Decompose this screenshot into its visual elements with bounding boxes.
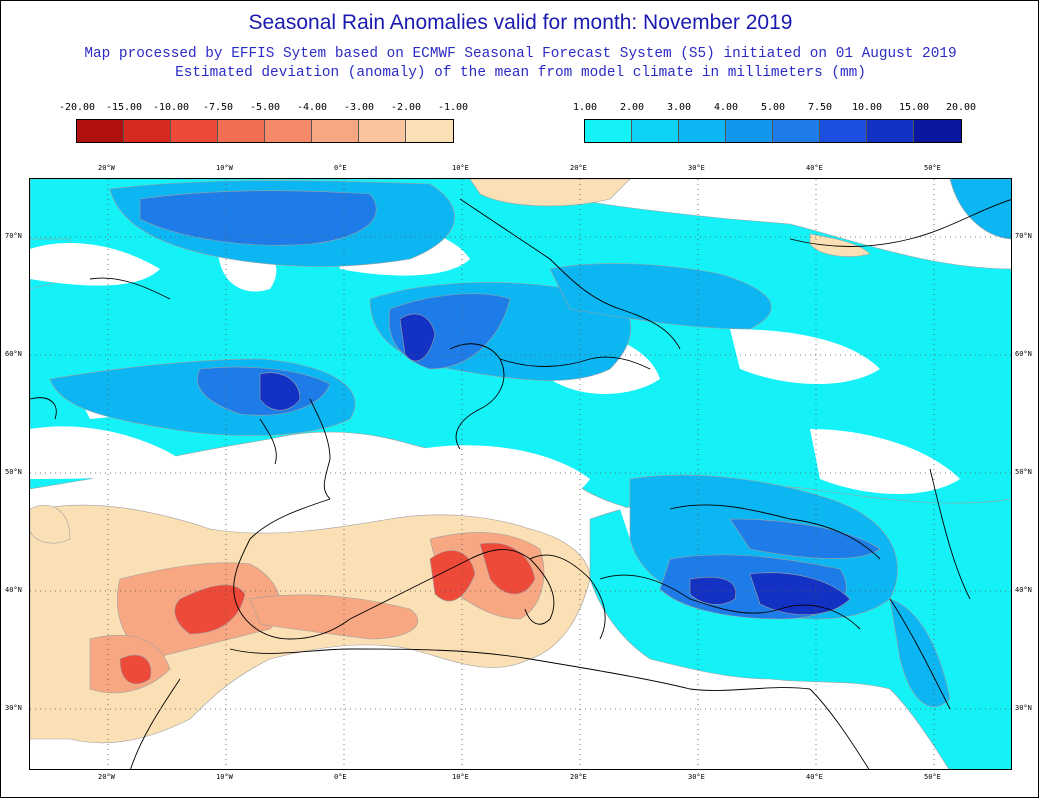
legend-swatch — [171, 120, 218, 142]
longitude-label-top: 40°E — [806, 164, 823, 172]
legend-swatch — [820, 120, 867, 142]
longitude-label-bottom: 10°E — [452, 773, 469, 781]
legend-label: 4.00 — [713, 102, 739, 113]
legend-label: 5.00 — [760, 102, 786, 113]
legend-swatch — [218, 120, 265, 142]
latitude-label-left: 50°N — [5, 468, 22, 476]
legend-swatch — [585, 120, 632, 142]
legend-swatch — [312, 120, 359, 142]
legend-label: 2.00 — [619, 102, 645, 113]
legend-label: -15.00 — [105, 102, 143, 113]
longitude-label-top: 50°E — [924, 164, 941, 172]
graticule — [30, 179, 1011, 769]
latitude-label-right: 30°N — [1015, 704, 1032, 712]
latitude-label-left: 60°N — [5, 350, 22, 358]
legend-swatch — [124, 120, 171, 142]
anomaly-map — [29, 178, 1012, 770]
longitude-label-top: 20°E — [570, 164, 587, 172]
legend-swatch — [679, 120, 726, 142]
legend-label: -5.00 — [249, 102, 281, 113]
legend-label: -10.00 — [152, 102, 190, 113]
longitude-label-top: 20°W — [98, 164, 115, 172]
legend-negative-colorbar — [76, 119, 454, 143]
latitude-label-right: 40°N — [1015, 586, 1032, 594]
legend-swatch — [265, 120, 312, 142]
legend-swatch — [867, 120, 914, 142]
legend-label: -3.00 — [343, 102, 375, 113]
legend-positive-colorbar — [584, 119, 962, 143]
legend-label: -20.00 — [58, 102, 96, 113]
longitude-label-top: 0°E — [334, 164, 347, 172]
legend-label: 7.50 — [807, 102, 833, 113]
legend-swatch — [726, 120, 773, 142]
legend-label: 1.00 — [572, 102, 598, 113]
legend-swatch — [406, 120, 453, 142]
longitude-label-bottom: 20°E — [570, 773, 587, 781]
latitude-label-left: 70°N — [5, 232, 22, 240]
longitude-label-top: 30°E — [688, 164, 705, 172]
legend-label: 20.00 — [945, 102, 977, 113]
map-title: Seasonal Rain Anomalies valid for month:… — [248, 11, 793, 34]
latitude-label-left: 40°N — [5, 586, 22, 594]
dry-strong-areas — [119, 542, 536, 684]
map-subtitle-line2: Estimated deviation (anomaly) of the mea… — [175, 65, 866, 81]
longitude-label-bottom: 50°E — [924, 773, 941, 781]
longitude-label-bottom: 0°E — [334, 773, 347, 781]
longitude-label-top: 10°E — [452, 164, 469, 172]
latitude-label-right: 50°N — [1015, 468, 1032, 476]
coastlines — [30, 198, 1011, 769]
anomaly-map-svg — [30, 179, 1011, 769]
legend-swatch — [359, 120, 406, 142]
longitude-label-bottom: 30°E — [688, 773, 705, 781]
legend-label: 3.00 — [666, 102, 692, 113]
wet-very-strong-areas — [259, 313, 851, 615]
legend-label: -2.00 — [390, 102, 422, 113]
legend-swatch — [77, 120, 124, 142]
latitude-label-left: 30°N — [5, 704, 22, 712]
legend-swatch — [773, 120, 820, 142]
map-subtitle-line1: Map processed by EFFIS Sytem based on EC… — [84, 46, 957, 62]
legend-label: -7.50 — [202, 102, 234, 113]
latitude-label-right: 60°N — [1015, 350, 1032, 358]
latitude-label-right: 70°N — [1015, 232, 1032, 240]
longitude-label-bottom: 20°W — [98, 773, 115, 781]
legend-swatch — [914, 120, 961, 142]
legend-label: 10.00 — [851, 102, 883, 113]
longitude-label-top: 10°W — [216, 164, 233, 172]
legend-label: -1.00 — [437, 102, 469, 113]
legend-label: -4.00 — [296, 102, 328, 113]
longitude-label-bottom: 40°E — [806, 773, 823, 781]
legend-swatch — [632, 120, 679, 142]
legend-label: 15.00 — [898, 102, 930, 113]
longitude-label-bottom: 10°W — [216, 773, 233, 781]
